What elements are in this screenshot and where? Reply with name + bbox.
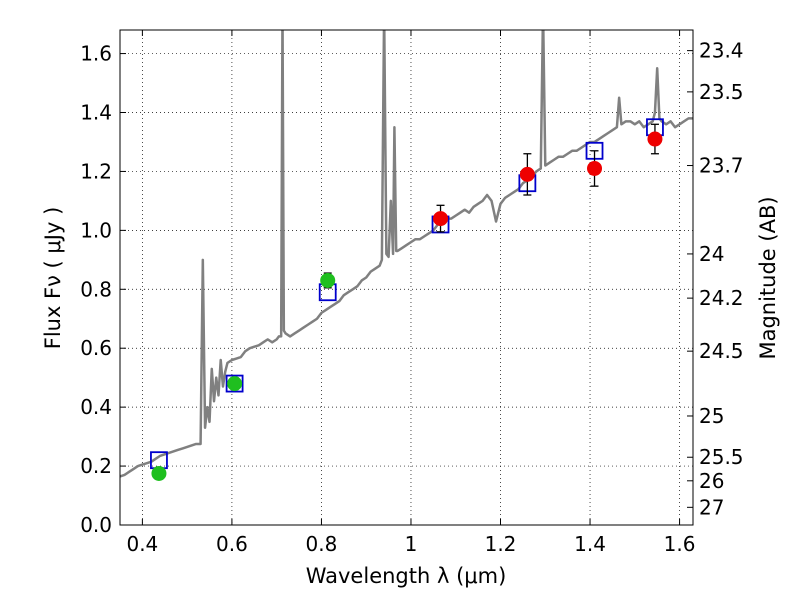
right-tick-label: 23.5 (699, 80, 744, 104)
right-tick-label: 25.5 (699, 445, 744, 469)
series-observed-photometry (151, 131, 663, 481)
right-tick-label: 27 (699, 495, 724, 519)
y-tick-label: 1.0 (80, 218, 112, 242)
photometry-point (227, 376, 243, 392)
x-axis-label: Wavelength λ (μm) (306, 564, 507, 588)
right-tick-label: 23.7 (699, 154, 744, 178)
x-tick-label: 0.4 (126, 532, 158, 556)
x-tick-label: 1.6 (664, 532, 696, 556)
y-tick-label: 0.0 (80, 513, 112, 537)
y-tick-label: 0.2 (80, 454, 112, 478)
x-tick-label: 1.2 (485, 532, 517, 556)
series-model-photometry (150, 118, 664, 470)
right-tick-label: 25 (699, 404, 724, 428)
model-photometry-square (225, 374, 244, 393)
photometry-point (647, 131, 663, 147)
right-tick-label: 26 (699, 469, 724, 493)
y-axis-ticks: 0.0 0.2 0.4 0.6 0.8 1.0 1.2 1.4 1.6 (80, 42, 126, 537)
photometry-point (519, 166, 535, 182)
y-tick-label: 1.4 (80, 101, 112, 125)
plot-area (120, 30, 693, 481)
model-sed-line (120, 30, 693, 478)
y-tick-label: 0.4 (80, 395, 112, 419)
y-tick-label: 0.6 (80, 336, 112, 360)
x-tick-label: 1.4 (574, 532, 606, 556)
photometry-point (151, 465, 167, 481)
y-tick-label: 1.2 (80, 159, 112, 183)
y-axis-label-left: Flux Fν ( μJy ) (41, 207, 65, 350)
x-tick-label: 0.8 (306, 532, 338, 556)
right-tick-label: 23.4 (699, 39, 744, 63)
right-tick-label: 24.2 (699, 286, 744, 310)
x-tick-label: 0.6 (216, 532, 248, 556)
y-tick-label: 1.6 (80, 42, 112, 66)
x-tick-label: 1 (405, 532, 418, 556)
y-axis-label-right: Magnitude (AB) (756, 196, 780, 359)
photometry-point (320, 272, 336, 288)
photometry-point (433, 211, 449, 227)
series-error-bars (154, 123, 659, 478)
plot-frame (119, 29, 694, 526)
y-tick-label: 0.8 (80, 277, 112, 301)
right-tick-label: 24 (699, 242, 724, 266)
right-tick-label: 24.5 (699, 339, 744, 363)
photometry-point (587, 160, 603, 176)
grid (120, 30, 693, 526)
x-axis-ticks: 0.4 0.6 0.8 1 1.2 1.4 1.6 (126, 30, 695, 556)
series-model-sed (120, 30, 693, 478)
